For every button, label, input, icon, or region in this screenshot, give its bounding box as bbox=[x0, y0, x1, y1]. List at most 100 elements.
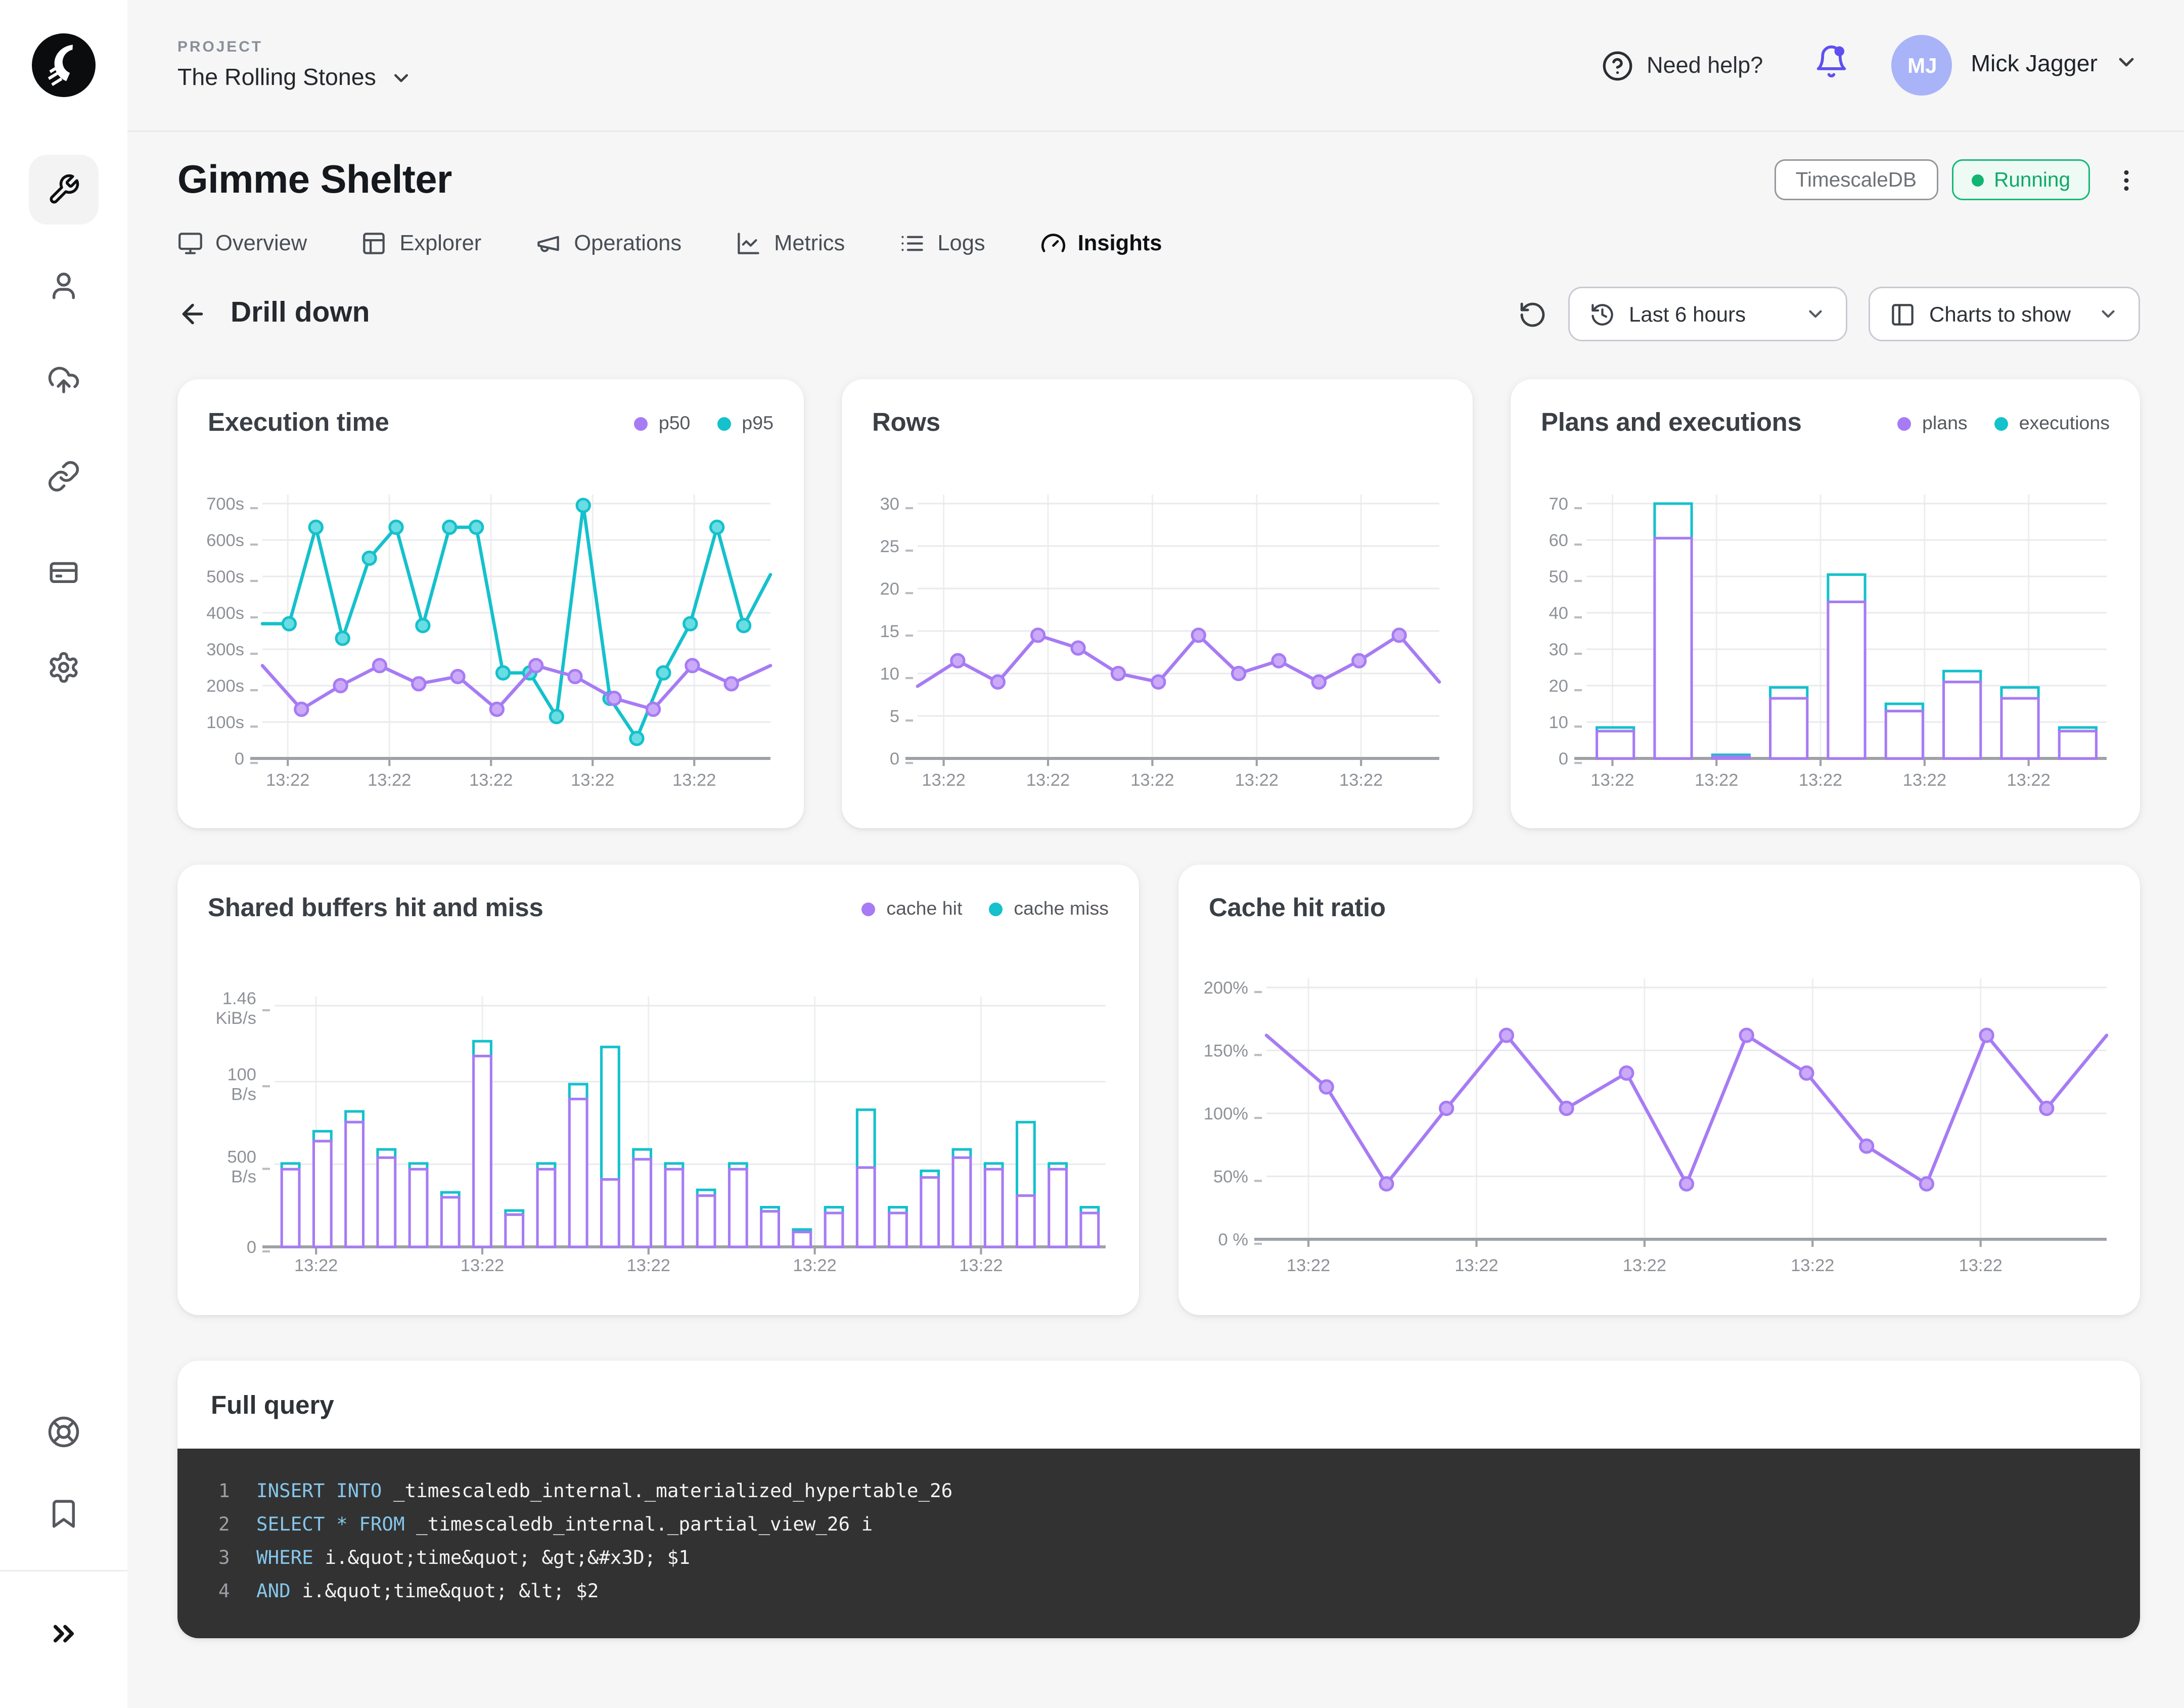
rotate-ccw-icon bbox=[1520, 302, 1545, 326]
sidebar-item-docs[interactable] bbox=[29, 1479, 99, 1549]
avatar[interactable]: MJ bbox=[1892, 35, 1953, 96]
sidebar-expand-button[interactable] bbox=[29, 1599, 99, 1669]
svg-text:13:22: 13:22 bbox=[571, 771, 614, 790]
service-title-row: Gimme Shelter TimescaleDB Running bbox=[177, 156, 2140, 203]
svg-text:13:22: 13:22 bbox=[294, 1256, 338, 1275]
shared-buffers-chart: 1.46 KiB/s 100 B/s 500 B/s 0 13:22 13:22 13:22 13:… bbox=[215, 989, 1106, 1275]
tab-operations[interactable]: Operations bbox=[536, 231, 681, 256]
sidebar-item-billing[interactable] bbox=[29, 537, 99, 607]
execution-time-chart: 700s 600s 500s 400s 300s 200s 100s 0 13:22 13:22 1… bbox=[206, 495, 772, 790]
user-menu-button[interactable] bbox=[2114, 50, 2138, 81]
sidebar-item-services[interactable] bbox=[29, 155, 99, 224]
sql-code-block[interactable]: 1 INSERT INTO _timescaledb_internal._mate… bbox=[177, 1449, 2140, 1638]
time-range-value: Last 6 hours bbox=[1629, 302, 1746, 326]
code-line: 4 AND i.&quot;time&quot; &lt; $2 bbox=[218, 1579, 599, 1602]
project-selector[interactable]: PROJECT The Rolling Stones bbox=[177, 39, 413, 92]
svg-text:13:22: 13:22 bbox=[1026, 771, 1070, 790]
legend-item: cache miss bbox=[989, 898, 1109, 919]
need-help-label: Need help? bbox=[1647, 52, 1763, 78]
tab-label: Overview bbox=[215, 231, 307, 256]
cloud-upload-icon bbox=[48, 367, 79, 393]
kebab-icon bbox=[2124, 169, 2129, 190]
table-icon bbox=[363, 233, 386, 254]
svg-text:0: 0 bbox=[890, 749, 899, 769]
service-menu-button[interactable] bbox=[2113, 166, 2140, 194]
history-clock-icon bbox=[1591, 303, 1613, 325]
tab-overview[interactable]: Overview bbox=[177, 231, 307, 256]
legend-dot bbox=[862, 902, 876, 916]
svg-text:50: 50 bbox=[1549, 567, 1568, 587]
bookmark-icon bbox=[53, 1500, 75, 1528]
credit-card-icon bbox=[50, 562, 78, 583]
charts-row-2: Shared buffers hit and miss cache hit cac… bbox=[177, 865, 2140, 1315]
svg-text:50%: 50% bbox=[1213, 1167, 1248, 1187]
svg-text:40: 40 bbox=[1549, 604, 1568, 623]
tabs: Overview Explorer Operations Metrics Log… bbox=[177, 231, 2140, 256]
cache-hit-ratio-chart: 200% 150% 100% 50% 0 % 13:22 13:22 13:22 13:22 13… bbox=[1204, 978, 2109, 1275]
svg-text:13:22: 13:22 bbox=[1235, 771, 1279, 790]
legend-item: p50 bbox=[634, 413, 690, 434]
svg-text:400s: 400s bbox=[206, 604, 244, 623]
question-circle-icon bbox=[1602, 51, 1632, 80]
cache-hit-ratio-card: Cache hit ratio 200% 150% 100% 50% 0 % 13:22 1… bbox=[1178, 865, 2140, 1315]
user-name: Mick Jagger bbox=[1971, 52, 2098, 77]
svg-text:13:22: 13:22 bbox=[1791, 1256, 1834, 1275]
chevrons-right-icon bbox=[53, 1625, 74, 1643]
svg-text:13:22: 13:22 bbox=[1695, 771, 1738, 790]
legend-dot bbox=[717, 416, 732, 430]
chart-title: Shared buffers hit and miss bbox=[208, 893, 543, 922]
charts-row-1: Execution time p50 p95 700s 600s 500s 400s 30… bbox=[177, 379, 2140, 828]
svg-text:15: 15 bbox=[880, 622, 899, 641]
charts-to-show-value: Charts to show bbox=[1929, 302, 2071, 326]
bell-icon bbox=[1817, 45, 1847, 78]
back-button[interactable] bbox=[177, 299, 208, 329]
time-range-select[interactable]: Last 6 hours bbox=[1568, 287, 1847, 341]
project-name: The Rolling Stones bbox=[177, 64, 376, 91]
tab-metrics[interactable]: Metrics bbox=[736, 231, 845, 256]
svg-text:5: 5 bbox=[890, 707, 899, 726]
chart-title: Plans and executions bbox=[1541, 408, 1802, 437]
legend-dot bbox=[989, 902, 1004, 916]
wrench-icon bbox=[50, 174, 79, 204]
topbar-right: Need help? MJ Mick Jagger bbox=[1601, 35, 2138, 96]
page-title: Gimme Shelter bbox=[177, 156, 452, 202]
full-query-card: Full query 1 INSERT INTO _timescaledb_int… bbox=[177, 1361, 2140, 1638]
drilldown-header: Drill down Last 6 hours Charts to show bbox=[177, 284, 2140, 344]
timescale-logo[interactable] bbox=[29, 30, 99, 100]
sidebar-item-support[interactable] bbox=[29, 1397, 99, 1467]
shared-buffers-card: Shared buffers hit and miss cache hit cac… bbox=[177, 865, 1139, 1315]
svg-text:13:22: 13:22 bbox=[672, 771, 716, 790]
need-help-button[interactable]: Need help? bbox=[1601, 50, 1763, 81]
chart-legend: p50 p95 bbox=[634, 413, 774, 434]
legend-item: plans bbox=[1898, 413, 1968, 434]
sidebar-nav bbox=[29, 155, 99, 702]
charts-to-show-select[interactable]: Charts to show bbox=[1869, 287, 2140, 341]
svg-text:30: 30 bbox=[880, 495, 899, 514]
tab-label: Metrics bbox=[774, 231, 845, 256]
tab-logs[interactable]: Logs bbox=[899, 231, 985, 256]
sidebar-item-users[interactable] bbox=[29, 250, 99, 320]
sidebar-item-import[interactable] bbox=[29, 346, 99, 416]
svg-text:0: 0 bbox=[1559, 749, 1568, 769]
svg-text:13:22: 13:22 bbox=[368, 771, 411, 790]
link-icon bbox=[48, 461, 79, 491]
topbar: PROJECT The Rolling Stones Need help? MJ… bbox=[127, 0, 2184, 132]
svg-text:300s: 300s bbox=[206, 640, 244, 659]
tab-explorer[interactable]: Explorer bbox=[361, 231, 481, 256]
main: PROJECT The Rolling Stones Need help? MJ… bbox=[127, 0, 2184, 1708]
legend-item: executions bbox=[1994, 413, 2110, 434]
tab-insights[interactable]: Insights bbox=[1040, 231, 1162, 256]
notifications-button[interactable] bbox=[1814, 44, 1849, 86]
sidebar-item-connections[interactable] bbox=[29, 441, 99, 511]
tab-label: Explorer bbox=[399, 231, 482, 256]
sidebar-item-settings[interactable] bbox=[29, 633, 99, 702]
legend-item: cache hit bbox=[862, 898, 962, 919]
panel-left-icon bbox=[1892, 303, 1914, 325]
execution-time-card: Execution time p50 p95 700s 600s 500s 400s 30… bbox=[177, 379, 804, 828]
svg-text:20: 20 bbox=[880, 579, 899, 599]
sidebar bbox=[0, 0, 127, 1708]
svg-text:13:22: 13:22 bbox=[469, 771, 513, 790]
badges: TimescaleDB Running bbox=[1774, 159, 2140, 200]
refresh-button[interactable] bbox=[1518, 300, 1547, 329]
